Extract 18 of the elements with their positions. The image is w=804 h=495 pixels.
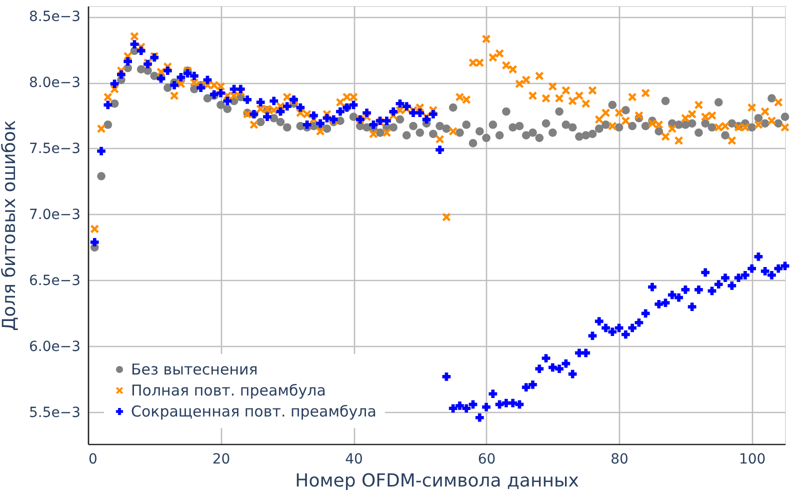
x-tick-label: 60 [478,452,496,468]
y-tick-label: 8.5e−3 [28,9,80,26]
legend-label: Без вытеснения [131,360,258,378]
x-tick-label: 40 [345,452,363,468]
x-axis-title: Номер OFDM-символа данных [295,470,580,492]
legend-label: Сокращенная повт. преамбула [131,402,376,420]
x-tick-label: 100 [738,452,766,468]
y-tick-label: 5.5e−3 [28,404,80,421]
y-tick-label: 7.0e−3 [28,206,80,223]
y-tick-label: 8.0e−3 [28,75,80,92]
y-tick-label: 7.5e−3 [28,140,80,157]
x-tick-label: 80 [610,452,628,468]
y-tick-label: 6.5e−3 [28,272,80,289]
x-tick-label: 0 [88,452,98,468]
y-tick-label: 6.0e−3 [28,338,80,355]
legend-label: Полная повт. преамбула [131,382,326,400]
x-tick-label: 20 [212,452,230,468]
y-axis-title: Доля битовых ошибок [0,120,20,331]
